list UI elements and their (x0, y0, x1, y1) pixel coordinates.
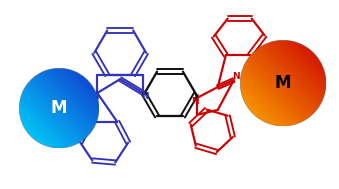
Text: N: N (191, 98, 199, 106)
Text: M: M (50, 99, 67, 117)
Text: N: N (81, 117, 88, 126)
Text: N: N (141, 92, 149, 101)
Text: N: N (92, 92, 99, 101)
Text: N: N (252, 53, 259, 62)
Text: M: M (274, 74, 291, 92)
Text: N: N (232, 72, 240, 81)
